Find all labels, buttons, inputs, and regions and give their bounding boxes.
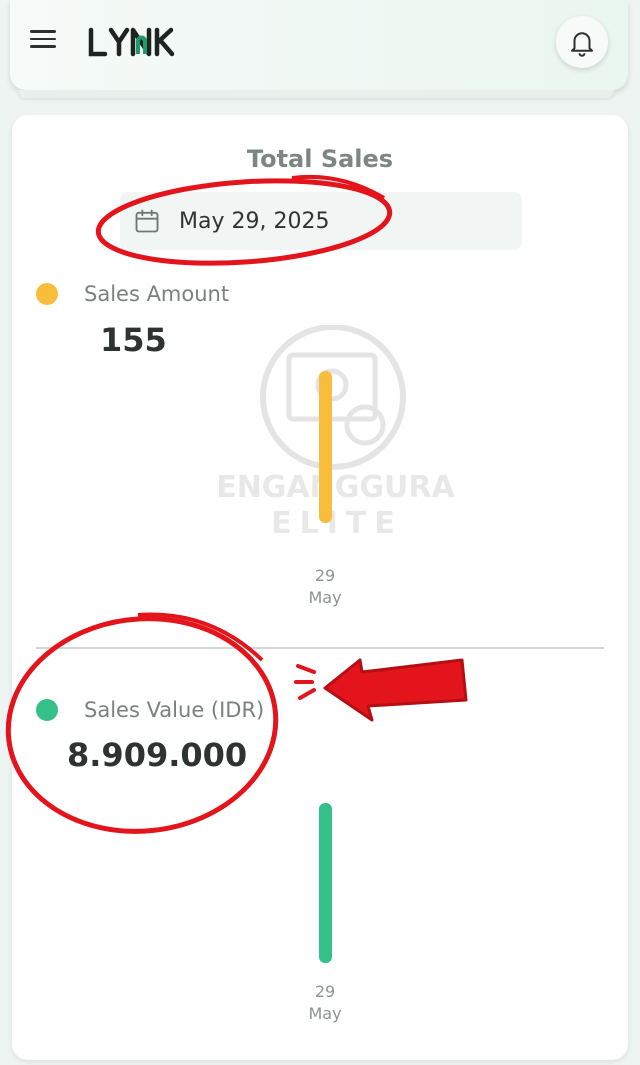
legend-sales-amount: Sales Amount [36, 282, 229, 306]
bell-icon [571, 32, 593, 57]
x-tick-day: 29 [315, 566, 335, 585]
sales-value-bar[interactable] [319, 803, 332, 963]
sales-amount-chart: 29 May [308, 371, 342, 607]
x-tick-month: May [308, 588, 341, 607]
date-picker-button[interactable]: May 29, 2025 [120, 192, 522, 250]
watermark-line2: ELITE [271, 506, 403, 541]
notification-bell-button[interactable] [556, 16, 608, 68]
app-logo[interactable] [88, 22, 182, 62]
legend-sales-value: Sales Value (IDR) [36, 698, 264, 722]
sales-value-dot [36, 699, 58, 721]
selected-date: May 29, 2025 [179, 208, 330, 234]
x-tick-day: 29 [315, 982, 335, 1001]
total-sales-card: Total Sales May 29, 2025 Sales Amount 15… [12, 115, 628, 1060]
hamburger-menu-icon[interactable] [30, 30, 56, 52]
sales-amount-dot [36, 283, 58, 305]
card-title: Total Sales [246, 145, 394, 173]
watermark-line1: PENGANGGURAN [217, 470, 457, 505]
sales-value-chart: 29 May [308, 803, 342, 1023]
section-divider [36, 647, 604, 649]
sales-value-value: 8.909.000 [67, 736, 248, 774]
lynk-logo-icon [88, 27, 175, 57]
calendar-icon [135, 209, 159, 233]
sales-amount-bar[interactable] [319, 371, 332, 523]
x-tick-month: May [308, 1004, 341, 1023]
header-shadow-strip [18, 90, 614, 98]
sales-amount-value: 155 [100, 321, 167, 359]
watermark-logo: PENGANGGURAN ELITE [217, 325, 457, 541]
sales-value-label: Sales Value (IDR) [84, 698, 265, 722]
app-header [10, 0, 628, 90]
sales-amount-label: Sales Amount [84, 282, 230, 306]
